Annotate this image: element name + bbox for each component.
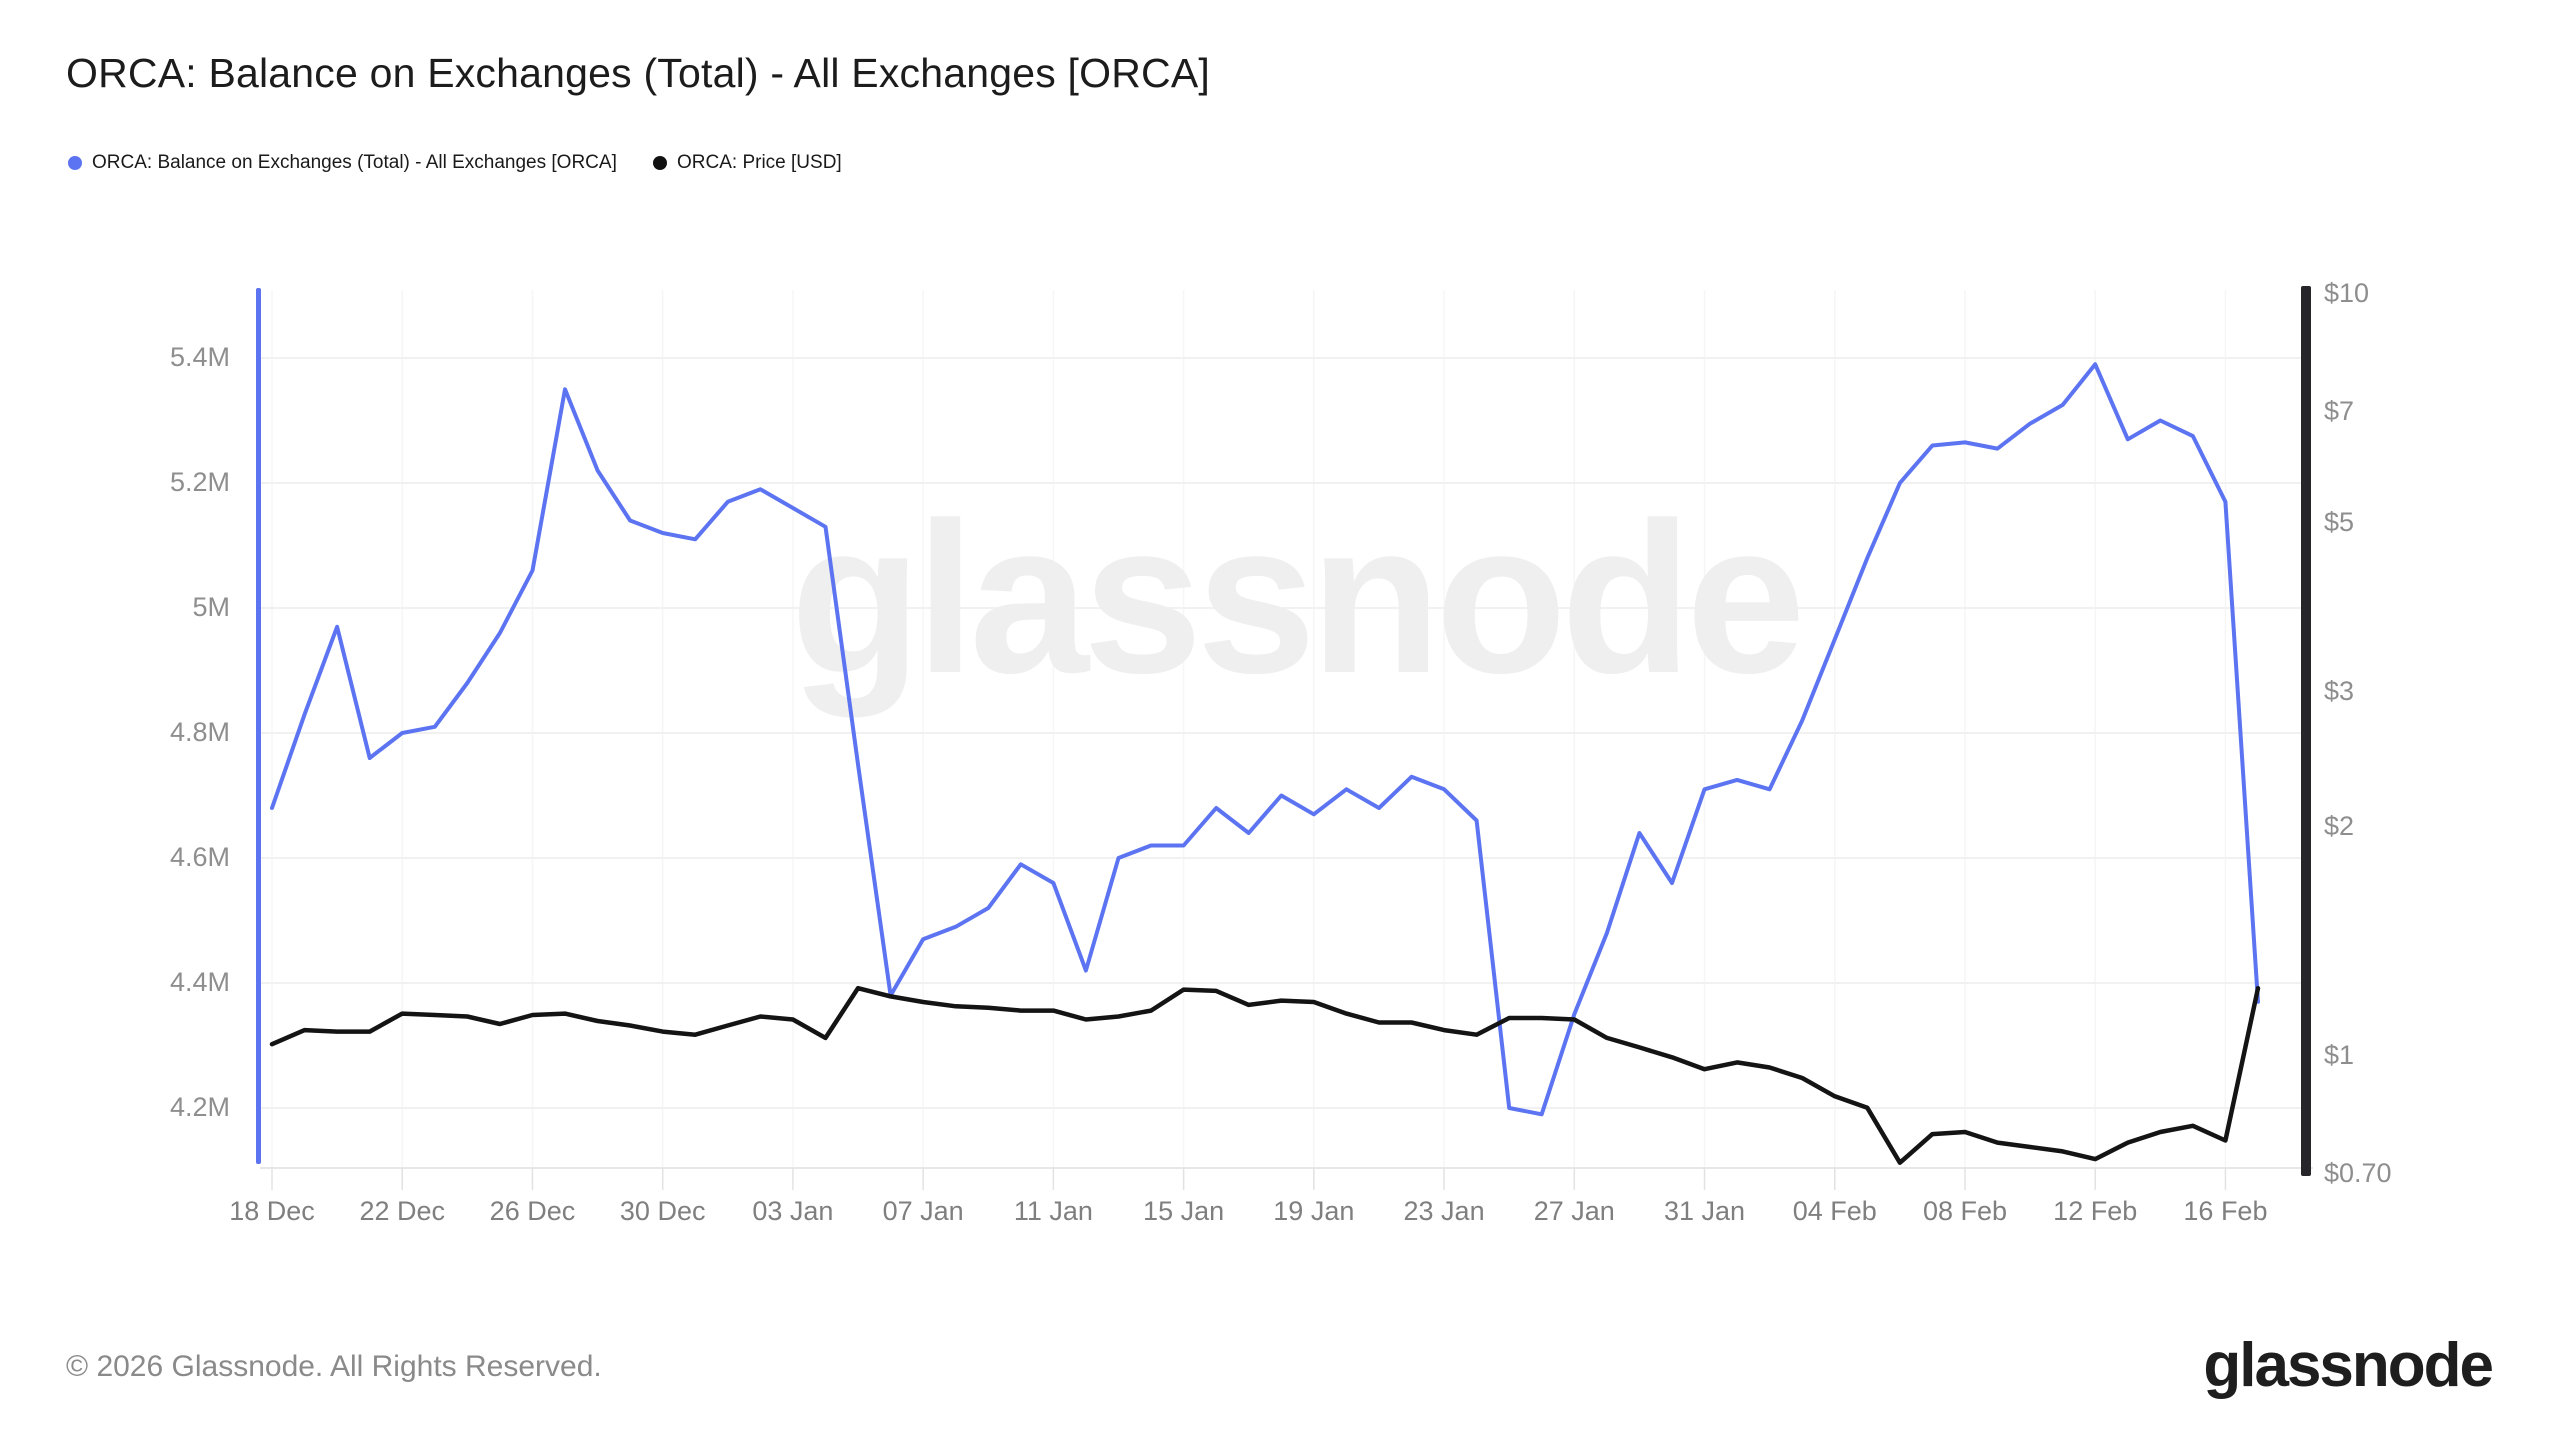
- y-axis-label-left: 5M: [192, 592, 230, 622]
- x-axis-label: 31 Jan: [1663, 1196, 1746, 1226]
- x-axis-label: 04 Feb: [1792, 1196, 1877, 1226]
- y-axis-label-left: 4.6M: [169, 842, 230, 872]
- x-axis-label: 22 Dec: [359, 1196, 445, 1226]
- x-axis-label: 19 Jan: [1273, 1196, 1355, 1226]
- y-axis-label-right: $2: [2324, 810, 2355, 841]
- x-axis-label: 11 Jan: [1013, 1196, 1093, 1226]
- y-axis-label-right: $0.70: [2324, 1158, 2392, 1189]
- y-axis-label-left: 4.4M: [169, 967, 230, 997]
- y-axis-label-right: $7: [2324, 396, 2355, 427]
- x-axis-label: 15 Jan: [1143, 1196, 1225, 1226]
- legend-dot-price-icon: [653, 156, 667, 170]
- y-axis-label-left: 5.4M: [169, 342, 230, 372]
- x-axis-label: 27 Jan: [1533, 1196, 1615, 1226]
- glassnode-logo: glassnode: [2203, 1331, 2494, 1400]
- y-axis-label-left: 4.8M: [169, 717, 230, 747]
- chart-legend: ORCA: Balance on Exchanges (Total) - All…: [0, 152, 2560, 182]
- legend-item-balance[interactable]: ORCA: Balance on Exchanges (Total) - All…: [68, 152, 617, 174]
- x-axis-label: 18 Dec: [229, 1196, 315, 1226]
- right-axis-bar: [2301, 286, 2311, 1176]
- y-axis-label-right: $5: [2324, 507, 2355, 538]
- y-axis-label-left: 5.2M: [169, 467, 230, 497]
- left-axis-line: [256, 288, 261, 1164]
- x-axis-label: 16 Feb: [2183, 1196, 2268, 1226]
- legend-item-price[interactable]: ORCA: Price [USD]: [653, 152, 842, 174]
- legend-label-price: ORCA: Price [USD]: [677, 152, 842, 173]
- x-axis-label: 23 Jan: [1403, 1196, 1485, 1226]
- y-axis-label-right: $1: [2324, 1040, 2355, 1070]
- watermark-glassnode: glassnode: [790, 477, 1799, 718]
- page-title: ORCA: Balance on Exchanges (Total) - All…: [66, 50, 1210, 96]
- legend-label-balance: ORCA: Balance on Exchanges (Total) - All…: [92, 152, 617, 173]
- x-axis-label: 12 Feb: [2053, 1196, 2138, 1226]
- series-line-price: [269, 985, 2261, 1165]
- x-axis-label: 07 Jan: [882, 1196, 964, 1226]
- x-axis-label: 26 Dec: [489, 1196, 576, 1226]
- x-axis-label: 08 Feb: [1922, 1196, 2007, 1226]
- x-axis-label: 03 Jan: [752, 1196, 834, 1226]
- legend-dot-balance-icon: [68, 156, 82, 170]
- y-axis-label-left: 4.2M: [169, 1092, 230, 1122]
- series-line-balance: [270, 362, 2260, 1117]
- y-axis-label-right: $10: [2324, 278, 2370, 308]
- x-axis-label: 30 Dec: [619, 1196, 706, 1226]
- y-axis-label-right: $3: [2324, 676, 2355, 707]
- copyright-text: © 2026 Glassnode. All Rights Reserved.: [66, 1350, 602, 1383]
